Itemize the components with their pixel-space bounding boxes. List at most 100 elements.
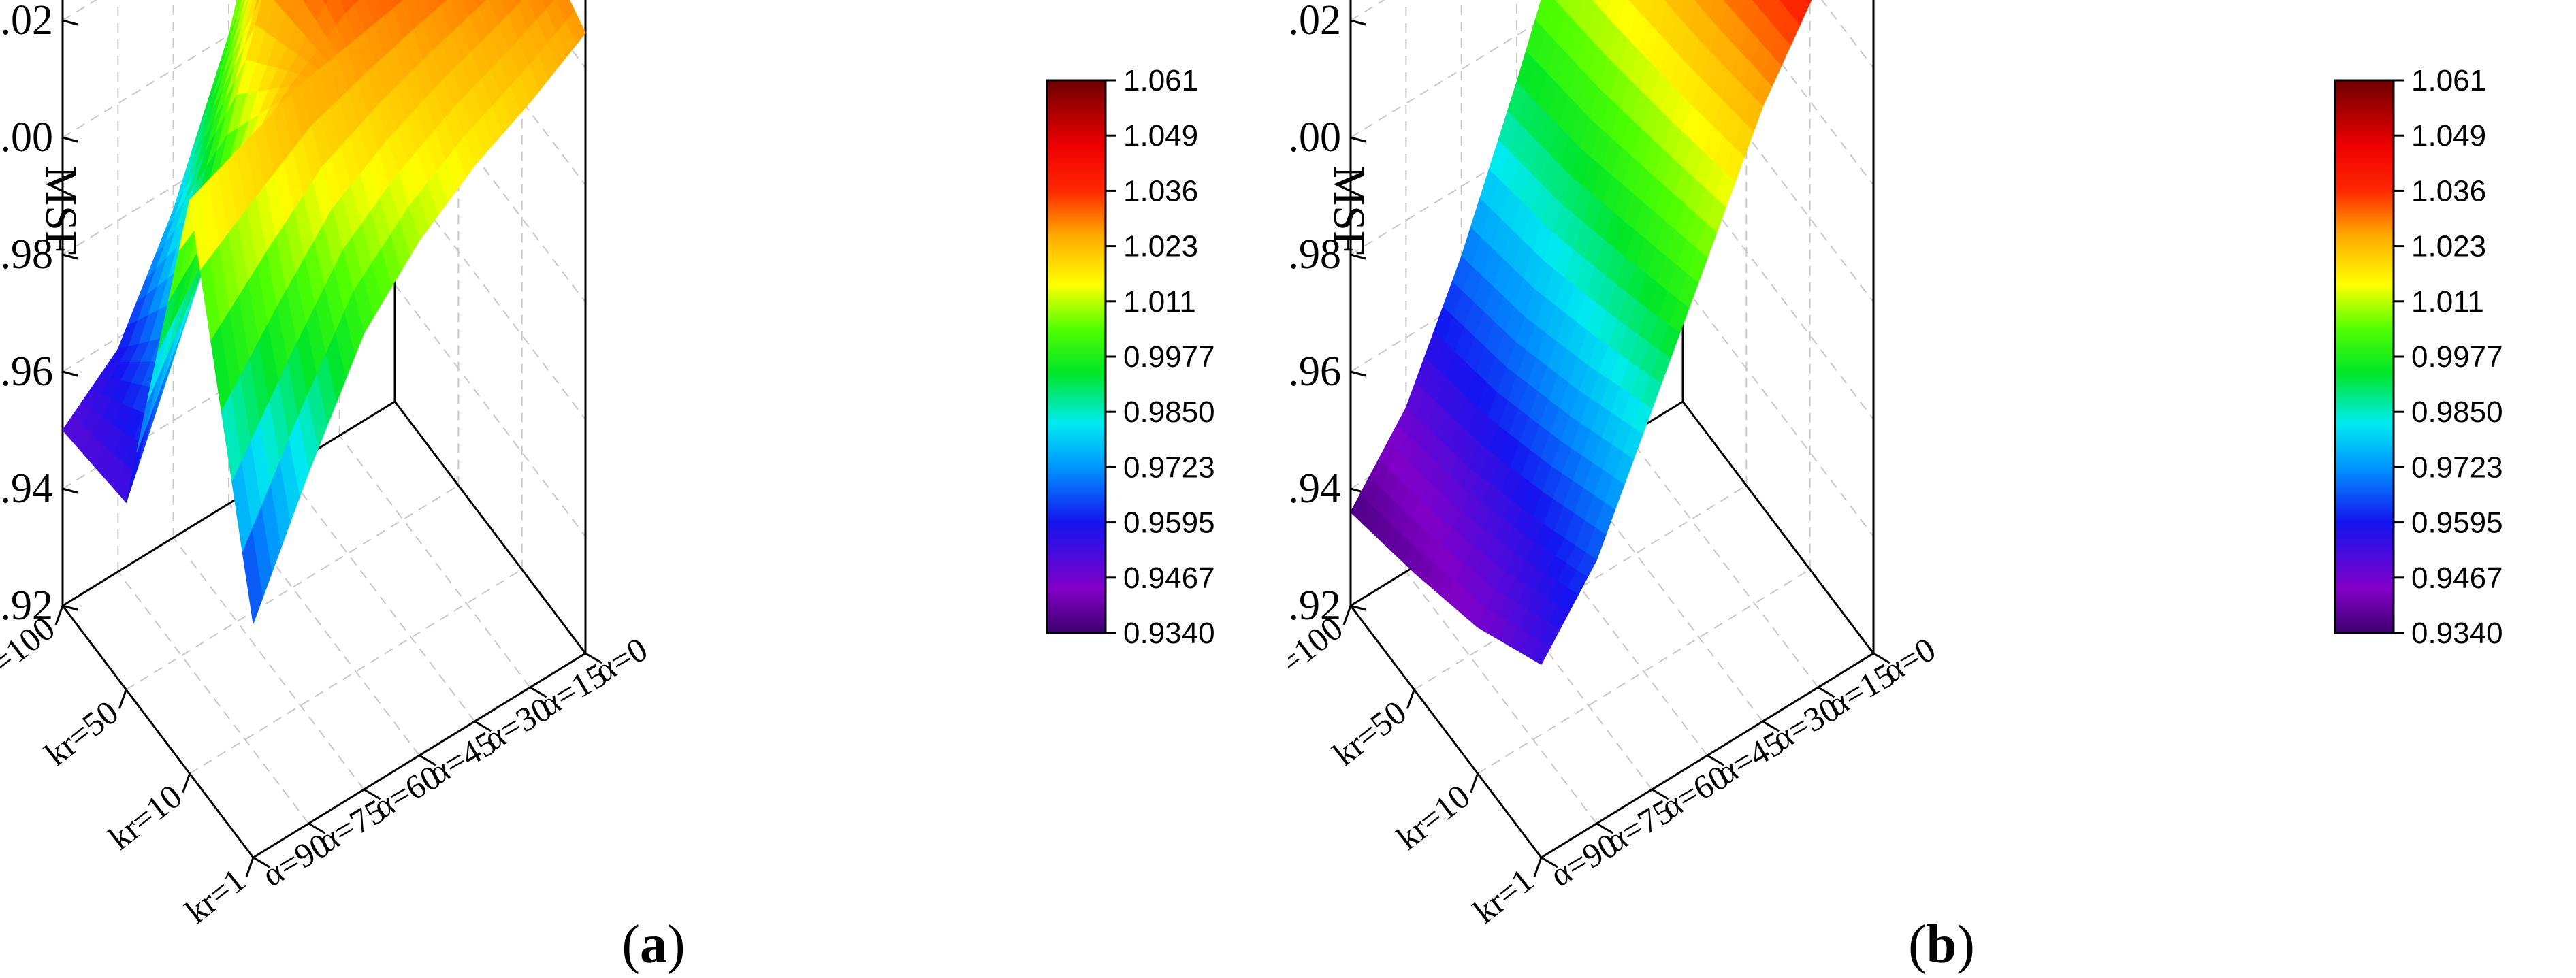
x-tick xyxy=(54,605,64,625)
grid-line-floor xyxy=(283,469,476,722)
z-tick xyxy=(62,253,78,260)
x-tick-label: kr=1 xyxy=(1466,861,1541,931)
z-tick-label: 0.94 xyxy=(1288,466,1341,512)
y-tick xyxy=(1651,788,1669,800)
y-tick xyxy=(474,720,492,732)
z-axis-title: MSF xyxy=(36,165,86,255)
z-axis: 0.920.940.960.981.001.021.041.06MSF xyxy=(0,0,86,629)
x-tick xyxy=(1406,689,1415,709)
z-tick xyxy=(62,19,78,26)
colorbar-label: 0.9723 xyxy=(2411,451,2503,484)
z-tick-label: 0.96 xyxy=(1288,348,1341,395)
x-tick xyxy=(245,857,255,877)
colorbar-label: 0.9340 xyxy=(1123,617,1215,650)
z-axis-title: MSF xyxy=(1324,165,1374,255)
colorbar-label: 1.036 xyxy=(1123,174,1198,208)
colorbar-label: 1.023 xyxy=(2411,230,2486,263)
surface xyxy=(1350,0,1812,666)
colorbar-label: 0.9340 xyxy=(2411,617,2503,650)
z-tick xyxy=(62,604,78,611)
y-tick xyxy=(1817,686,1835,698)
z-tick-label: 0.98 xyxy=(1288,231,1341,278)
colorbar-label: 0.9977 xyxy=(2411,340,2503,374)
surface-patch xyxy=(1530,640,1551,666)
x-axis-line xyxy=(61,605,255,858)
colorbar-label: 0.9723 xyxy=(1123,451,1215,484)
colorbar-label: 1.049 xyxy=(1123,119,1198,152)
z-tick-label: 1.00 xyxy=(1288,114,1341,161)
back-floor-edge xyxy=(393,401,587,654)
grid-line-floor xyxy=(1405,571,1598,824)
grid-line-floor xyxy=(1626,435,1819,688)
surface-patch xyxy=(1804,0,1812,6)
x-tick xyxy=(182,773,191,794)
y-tick xyxy=(419,754,436,766)
z-tick xyxy=(1350,253,1366,260)
x-tick-label: kr=50 xyxy=(37,693,125,773)
surface-patch xyxy=(242,528,263,624)
y-axis: α=90α=75α=60α=45α=30α=15α=0 xyxy=(253,630,654,894)
colorbar: 1.061 1.049 1.036 1.023 1.011 0.9977 0.9850 0.9… xyxy=(1046,64,1215,650)
x-tick-label: kr=10 xyxy=(101,777,189,857)
surface-chart-a: 0.920.940.960.981.001.021.041.06MSFkr=1k… xyxy=(0,0,1215,975)
y-tick xyxy=(253,856,270,868)
x-tick xyxy=(118,689,127,709)
y-tick xyxy=(1596,822,1614,834)
colorbar: 1.061 1.049 1.036 1.023 1.011 0.9977 0.9850 0.9… xyxy=(2334,64,2503,650)
colorbar-gradient xyxy=(2334,79,2395,634)
colorbar-label: 1.061 xyxy=(2411,64,2486,97)
y-axis: α=90α=75α=60α=45α=30α=15α=0 xyxy=(1541,630,1942,894)
panel-label: (b) xyxy=(1908,915,1975,975)
z-tick xyxy=(1350,370,1366,377)
colorbar-label: 0.9595 xyxy=(2411,506,2503,540)
z-tick-label: 1.02 xyxy=(0,0,53,44)
grid-line-right-wall xyxy=(1821,0,1874,69)
x-axis-line xyxy=(1349,605,1543,858)
z-tick xyxy=(1350,604,1366,611)
z-tick-label: 0.94 xyxy=(0,466,53,512)
surface-chart-b: 0.920.940.960.981.001.021.041.06MSFkr=1k… xyxy=(1288,0,2503,975)
panel-label: (a) xyxy=(622,915,685,975)
z-tick xyxy=(62,370,78,377)
z-tick xyxy=(1350,19,1366,26)
grid-line-right-wall xyxy=(1682,284,1874,537)
colorbar-label: 0.9467 xyxy=(2411,561,2503,595)
colorbar-label: 1.036 xyxy=(2411,174,2486,208)
z-tick-label: 1.02 xyxy=(1288,0,1341,44)
colorbar-label: 0.9467 xyxy=(1123,561,1215,595)
grid-line-right-wall xyxy=(1732,0,1874,186)
z-tick-label: 0.96 xyxy=(0,348,53,395)
x-tick xyxy=(1533,857,1543,877)
z-tick xyxy=(62,487,78,494)
y-tick xyxy=(1762,720,1780,732)
colorbar-label: 1.011 xyxy=(2411,285,2484,319)
back-floor-edge xyxy=(1681,401,1875,654)
y-tick xyxy=(308,822,326,834)
y-tick xyxy=(1707,754,1724,766)
x-tick xyxy=(1470,773,1479,794)
y-tick xyxy=(1873,652,1890,664)
y-tick xyxy=(363,788,381,800)
grid-line-floor xyxy=(117,571,310,824)
y-tick xyxy=(1541,856,1558,868)
z-tick-label: 0.98 xyxy=(0,231,53,278)
chart-panel-a: 0.920.940.960.981.001.021.041.06MSFkr=1k… xyxy=(0,0,1215,975)
colorbar-label: 1.049 xyxy=(2411,119,2486,152)
y-tick xyxy=(585,652,602,664)
z-axis: 0.920.940.960.981.001.021.041.06MSF xyxy=(1288,0,1374,629)
x-tick-label: kr=1 xyxy=(178,861,253,931)
grid-line-floor xyxy=(172,537,365,790)
colorbar-label: 0.9977 xyxy=(1123,340,1215,374)
grid-line-right-wall xyxy=(394,284,586,537)
surface-patch xyxy=(302,0,308,6)
surface-patch xyxy=(322,0,329,6)
z-tick-label: 0.92 xyxy=(0,583,53,629)
colorbar-label: 1.011 xyxy=(1123,285,1196,319)
colorbar-label: 0.9595 xyxy=(1123,506,1215,540)
grid-line-right-wall xyxy=(444,0,586,186)
x-tick-label: kr=10 xyxy=(1389,777,1477,857)
z-tick xyxy=(62,136,78,143)
z-tick-label: 0.92 xyxy=(1288,583,1341,629)
x-tick-label: kr=50 xyxy=(1325,693,1413,773)
